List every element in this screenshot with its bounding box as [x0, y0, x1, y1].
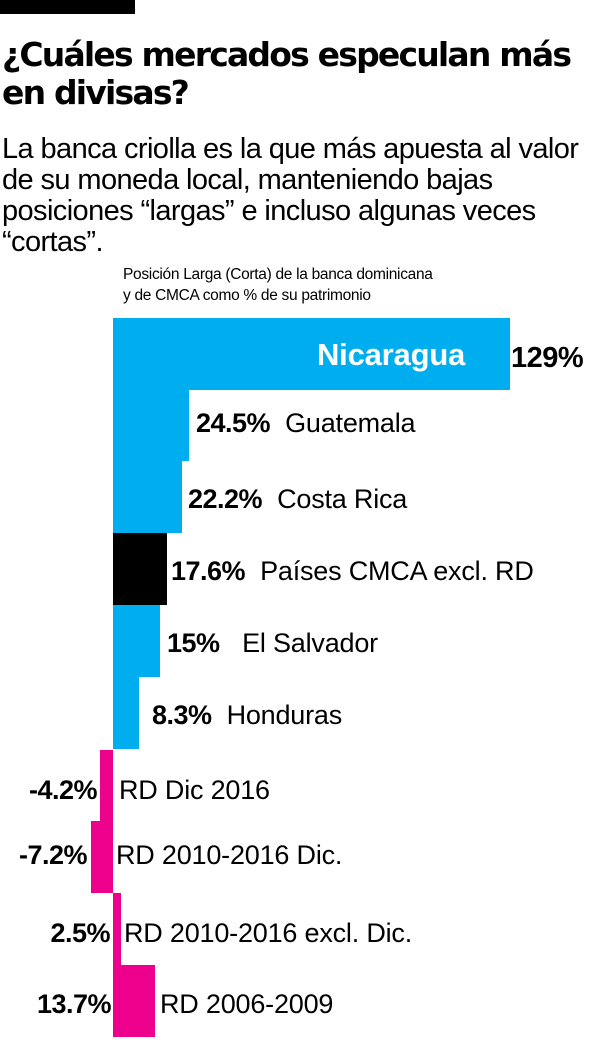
bar-name: Costa Rica — [277, 484, 408, 514]
label-guatemala: 24.5% Guatemala — [196, 408, 416, 438]
label-honduras: 8.3% Honduras — [152, 700, 342, 730]
bar-rd-dic-2016 — [100, 750, 113, 821]
bar-honduras — [113, 677, 139, 749]
name-rd-2010-2016-dic: RD 2010-2016 Dic. — [116, 840, 343, 870]
bar-name: Países CMCA excl. RD — [260, 556, 534, 586]
name-rd-2010-2016-excl-dic: RD 2010-2016 excl. Dic. — [124, 918, 413, 948]
name-rd-dic-2016: RD Dic 2016 — [119, 775, 270, 805]
bar-name: Nicaragua — [317, 337, 466, 372]
bar-rd-2010-2016-dic — [91, 821, 113, 893]
bar-nicaragua — [113, 318, 510, 390]
value-rd-dic-2016: -4.2% — [28, 775, 98, 805]
value-rd-2010-2016-excl-dic: 2.5% — [50, 918, 110, 948]
bar-costa-rica — [113, 461, 182, 533]
value-rd-2010-2016-dic: -7.2% — [18, 840, 88, 870]
bar-rd-2010-2016-excl-dic — [113, 893, 121, 965]
bar-cmca — [113, 533, 167, 605]
value-rd-2006-2009: 13.7% — [36, 989, 112, 1019]
bar-rd-2006-2009 — [113, 965, 155, 1037]
bar-el-salvador — [113, 605, 160, 677]
bar-guatemala — [113, 390, 189, 461]
bar-value: 17.6% — [171, 556, 246, 586]
chart-caption: Posición Larga (Corta) de la banca domin… — [123, 264, 433, 306]
label-costa-rica: 22.2% Costa Rica — [188, 484, 407, 514]
value-nicaragua: 129% — [511, 342, 584, 374]
name-rd-2006-2009: RD 2006-2009 — [160, 989, 334, 1019]
bar-value: 24.5% — [196, 408, 271, 438]
bar-value: 8.3% — [152, 700, 212, 730]
label-el-salvador: 15% El Salvador — [167, 628, 378, 658]
header-rule — [0, 0, 135, 14]
subtitle: La banca criolla es la que más apuesta a… — [2, 133, 579, 258]
page-title: ¿Cuáles mercados especulan más en divisa… — [2, 35, 572, 112]
label-cmca: 17.6% Países CMCA excl. RD — [171, 556, 534, 586]
caption-line-1: Posición Larga (Corta) de la banca domin… — [123, 266, 433, 283]
bar-name: El Salvador — [242, 628, 378, 658]
bar-value: 15% — [167, 628, 220, 658]
bar-name: Honduras — [226, 700, 343, 730]
bar-value: 22.2% — [188, 484, 263, 514]
caption-line-2: y de CMCA como % de su patrimonio — [123, 287, 371, 304]
bar-name: Guatemala — [285, 408, 416, 438]
label-nicaragua: Nicaragua — [317, 337, 466, 372]
